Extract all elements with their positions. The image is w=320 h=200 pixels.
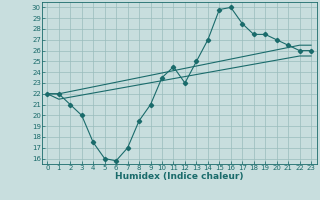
X-axis label: Humidex (Indice chaleur): Humidex (Indice chaleur): [115, 172, 244, 181]
